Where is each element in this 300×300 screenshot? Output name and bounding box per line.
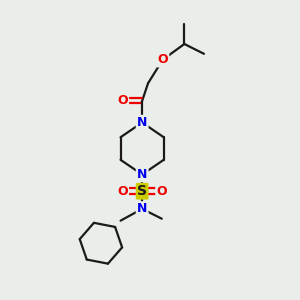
Text: O: O (158, 53, 168, 66)
Text: O: O (117, 185, 128, 198)
Text: N: N (137, 168, 147, 181)
Text: O: O (117, 94, 128, 107)
Text: O: O (157, 185, 167, 198)
Text: N: N (137, 116, 147, 129)
Text: N: N (137, 202, 147, 215)
Text: S: S (137, 184, 147, 198)
